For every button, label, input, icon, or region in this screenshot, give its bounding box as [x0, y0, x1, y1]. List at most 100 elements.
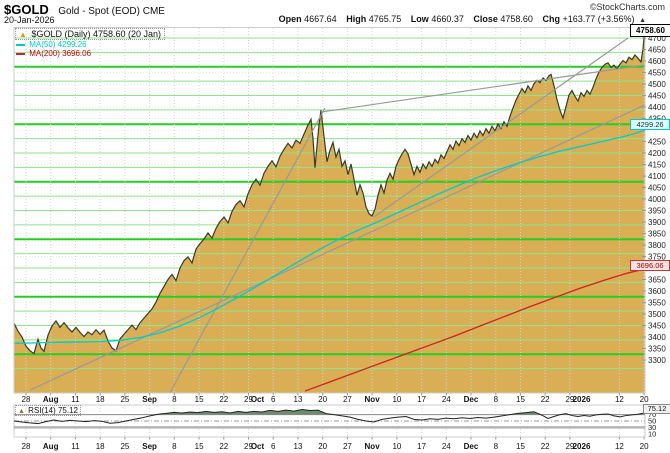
ohlc-quote-row: Open 4667.64 High 4765.75 Low 4660.37 Cl… — [272, 14, 646, 24]
rsi-value-box: 75.12 — [643, 404, 670, 414]
svg-text:20: 20 — [640, 442, 649, 451]
svg-text:3550: 3550 — [648, 299, 666, 308]
svg-text:22: 22 — [541, 395, 550, 404]
svg-text:3350: 3350 — [648, 345, 666, 354]
svg-text:10: 10 — [392, 395, 401, 404]
chart-date: 20-Jan-2026 — [4, 15, 55, 25]
svg-text:Aug: Aug — [43, 442, 59, 451]
rsi-value: 75.12 — [57, 406, 78, 415]
y-labels: 4700465046004550450044504400435042504200… — [642, 34, 666, 365]
svg-text:8: 8 — [172, 442, 177, 451]
low-label: Low — [410, 14, 429, 24]
svg-text:20: 20 — [640, 395, 649, 404]
svg-text:18: 18 — [96, 395, 105, 404]
svg-text:Oct: Oct — [251, 442, 265, 451]
svg-text:17: 17 — [417, 442, 426, 451]
svg-text:Aug: Aug — [43, 395, 59, 404]
svg-text:4500: 4500 — [648, 80, 666, 89]
ma50-swatch-icon — [16, 43, 25, 46]
svg-text:3400: 3400 — [648, 333, 666, 342]
close-label: Close — [473, 14, 498, 24]
svg-text:29: 29 — [565, 442, 574, 451]
price-line — [13, 25, 646, 355]
legend-ma50-label: MA(50) 4299.26 — [29, 40, 87, 49]
svg-text:8: 8 — [172, 395, 177, 404]
ma50-price-box: 4299.26 — [630, 119, 670, 130]
svg-text:22: 22 — [219, 395, 228, 404]
svg-text:15: 15 — [195, 442, 204, 451]
rsi-marker-icon: ▲ — [18, 408, 25, 415]
high-value: 4765.75 — [368, 14, 402, 24]
svg-text:4100: 4100 — [648, 172, 666, 181]
chg-value: +163.77 (+3.56%) — [562, 14, 635, 24]
svg-text:28: 28 — [22, 395, 31, 404]
svg-text:3900: 3900 — [648, 218, 666, 227]
open-value: 4667.64 — [304, 14, 337, 24]
svg-text:15: 15 — [516, 442, 525, 451]
svg-text:15: 15 — [516, 395, 525, 404]
svg-text:3450: 3450 — [648, 322, 666, 331]
series-marker-icon: ▲ — [19, 30, 27, 39]
svg-text:Nov: Nov — [365, 395, 381, 404]
svg-text:20: 20 — [318, 442, 327, 451]
svg-text:24: 24 — [442, 442, 451, 451]
legend-ma200[interactable]: MA(200) 3696.06 — [16, 49, 91, 58]
rsi-indicator-label[interactable]: ▲ RSI(14) 75.12 — [15, 405, 81, 416]
ma200-price-box: 3696.06 — [630, 260, 670, 271]
svg-text:10: 10 — [648, 429, 656, 438]
svg-text:6: 6 — [271, 442, 276, 451]
svg-text:27: 27 — [343, 442, 352, 451]
svg-text:13: 13 — [294, 442, 303, 451]
svg-text:3500: 3500 — [648, 310, 666, 319]
svg-text:4250: 4250 — [648, 138, 666, 147]
svg-text:25: 25 — [120, 442, 129, 451]
svg-text:3850: 3850 — [648, 230, 666, 239]
svg-text:24: 24 — [442, 395, 451, 404]
svg-text:17: 17 — [417, 395, 426, 404]
stockcharts-credit: ©StockCharts.com — [589, 2, 665, 12]
svg-text:4450: 4450 — [648, 92, 666, 101]
svg-text:Nov: Nov — [365, 442, 381, 451]
svg-text:29: 29 — [244, 395, 253, 404]
svg-text:Dec: Dec — [464, 395, 479, 404]
chart-header: $GOLD Gold - Spot (EOD) CME — [4, 1, 165, 19]
svg-text:15: 15 — [195, 395, 204, 404]
svg-text:10: 10 — [392, 442, 401, 451]
svg-text:3950: 3950 — [648, 207, 666, 216]
svg-text:4050: 4050 — [648, 184, 666, 193]
svg-text:Sep: Sep — [142, 395, 157, 404]
svg-text:8: 8 — [494, 395, 499, 404]
svg-text:4200: 4200 — [648, 149, 666, 158]
svg-text:Dec: Dec — [464, 442, 479, 451]
svg-text:11: 11 — [71, 442, 80, 451]
last-price-box: 4758.60 — [630, 24, 670, 37]
svg-text:8: 8 — [494, 442, 499, 451]
svg-text:3300: 3300 — [648, 356, 666, 365]
svg-text:4000: 4000 — [648, 195, 666, 204]
legend-main-label: $GOLD (Daily) 4758.60 (20 Jan) — [31, 29, 161, 39]
symbol-title: $GOLD — [4, 2, 49, 17]
svg-text:Sep: Sep — [142, 442, 157, 451]
svg-text:11: 11 — [71, 395, 80, 404]
svg-text:4150: 4150 — [648, 161, 666, 170]
svg-text:12: 12 — [615, 395, 624, 404]
svg-text:4400: 4400 — [648, 103, 666, 112]
legend-ma50[interactable]: MA(50) 4299.26 — [16, 40, 87, 49]
legend-ma200-label: MA(200) 3696.06 — [29, 49, 92, 58]
chg-label: Chg — [542, 14, 560, 24]
svg-text:22: 22 — [219, 442, 228, 451]
rsi-name: RSI(14) — [28, 406, 56, 415]
svg-text:50: 50 — [648, 417, 656, 426]
svg-text:29: 29 — [244, 442, 253, 451]
svg-text:3800: 3800 — [648, 241, 666, 250]
svg-text:2026: 2026 — [573, 442, 591, 451]
svg-text:3650: 3650 — [648, 276, 666, 285]
high-label: High — [346, 14, 367, 24]
low-value: 4660.37 — [431, 14, 464, 24]
legend-main-series[interactable]: ▲ $GOLD (Daily) 4758.60 (20 Jan) — [15, 28, 165, 40]
svg-text:3600: 3600 — [648, 287, 666, 296]
ma200-swatch-icon — [16, 52, 25, 55]
svg-text:18: 18 — [96, 442, 105, 451]
